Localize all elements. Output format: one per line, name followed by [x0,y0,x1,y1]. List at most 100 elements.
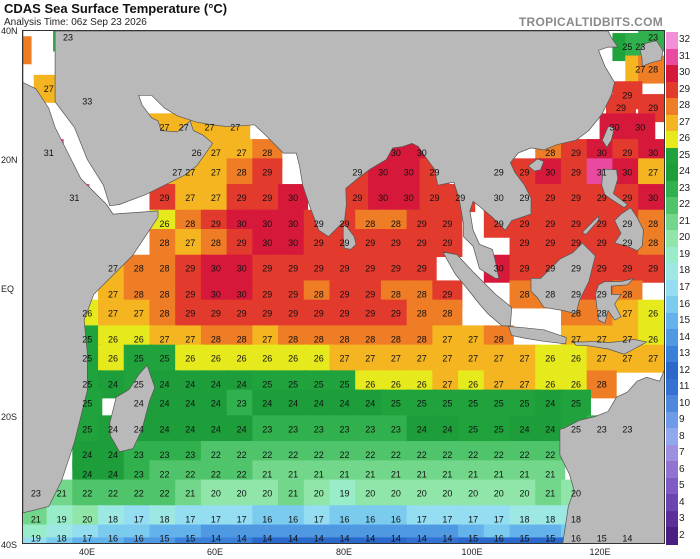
colorbar-segment [666,98,678,116]
sst-value-label: 29 [571,219,581,229]
sst-value-label: 25 [159,354,169,364]
sst-value-label: 31 [597,167,607,177]
sst-value-label: 29 [622,238,632,248]
sst-value-label: 24 [237,424,247,434]
sst-value-label: 21 [262,469,272,479]
sst-cell [329,415,360,444]
sst-cell [23,537,51,543]
colorbar-segment [666,180,678,198]
sst-cell [329,389,360,418]
sst-value-label: 24 [237,379,247,389]
sst-cell [355,479,386,508]
brand-watermark: TROPICALTIDBITS.COM [518,15,663,29]
sst-value-label: 29 [597,289,607,299]
sst-value-label: 29 [616,103,626,113]
sst-value-label: 29 [442,238,452,248]
sst-cell [226,158,257,187]
sst-value-label: 23 [134,469,144,479]
sst-value-label: 17 [468,514,478,524]
land-polygon [581,215,599,236]
sst-value-label: 28 [545,289,555,299]
sst-value-label: 16 [391,514,401,524]
sst-cell [625,113,656,142]
sst-value-label: 26 [108,354,118,364]
sst-cell [509,389,540,418]
sst-value-label: 29 [571,238,581,248]
sst-value-label: 29 [365,238,375,248]
sst-value-label: 29 [339,289,349,299]
land-polygon [527,158,545,172]
sst-value-label: 31 [44,148,54,158]
sst-value-label: 27 [211,148,221,158]
sst-cell [393,184,424,213]
sst-cell [200,229,231,258]
sst-cell [432,537,463,543]
sst-value-label: 22 [417,450,427,460]
sst-value-label: 29 [365,309,375,319]
sst-value-label: 22 [262,450,272,460]
sst-cell [509,229,540,258]
sst-cell [252,415,283,444]
sst-value-label: 26 [288,354,298,364]
sst-value-label: 29 [597,193,607,203]
sst-value-label: 30 [391,148,401,158]
colorbar-tick-label: 18 [679,265,691,277]
sst-cell [98,479,129,508]
sst-value-label: 30 [237,289,247,299]
sst-cell [560,184,591,213]
colorbar-tick-label: 22 [679,199,691,211]
sst-value-label: 14 [314,534,324,544]
sst-cell [98,299,129,328]
colorbar-tick-label: 16 [679,298,691,310]
sst-cell [483,479,514,508]
sst-value-label: 28 [211,238,221,248]
sst-cell [175,344,206,373]
sst-cell [483,415,514,444]
sst-value-label: 23 [63,32,73,42]
sst-value-label: 30 [288,193,298,203]
sst-value-label: 22 [545,450,555,460]
sst-value-label: 17 [442,514,452,524]
sst-cell [586,370,617,399]
sst-value-label: 23 [31,489,41,499]
sst-value-label: 28 [185,219,195,229]
sst-value-label: 27 [237,148,247,158]
colorbar-segment [666,230,678,248]
sst-value-label: 30 [648,148,658,158]
sst-value-label: 30 [494,193,504,203]
sst-cell [638,299,664,328]
sst-value-label: 15 [468,534,478,544]
colorbar-tick-label: 6 [679,463,685,475]
sst-cell [175,389,206,418]
colorbar-tick-label: 25 [679,149,691,161]
sst-cell [406,299,437,328]
sst-value-label: 29 [442,219,452,229]
sst-value-label: 28 [648,238,658,248]
sst-value-label: 28 [571,309,581,319]
sst-value-label: 24 [134,424,144,434]
sst-value-label: 29 [455,193,465,203]
sst-value-label: 22 [494,450,504,460]
sst-value-label: 29 [262,289,272,299]
sst-cell [175,229,206,258]
colorbar-segment [666,494,678,512]
sst-value-label: 24 [262,399,272,409]
land-polygon [23,31,159,514]
sst-value-label: 30 [635,122,645,132]
sst-value-label: 22 [468,450,478,460]
sst-value-label: 15 [597,534,607,544]
sst-cell [200,299,231,328]
sst-cell [380,537,411,543]
sst-value-label: 21 [314,469,324,479]
sst-value-label: 30 [211,264,221,274]
sst-cell [406,537,437,543]
sst-value-label: 29 [314,219,324,229]
sst-value-label: 29 [545,264,555,274]
colorbar-segment [666,362,678,380]
sst-cell [432,344,463,373]
lon-label-120e: 120E [589,547,611,557]
colorbar-segment [666,114,678,132]
colorbar-tick-label: 26 [679,133,691,145]
lat-label-20n: 20N [1,155,18,165]
colorbar-segment [666,48,678,66]
